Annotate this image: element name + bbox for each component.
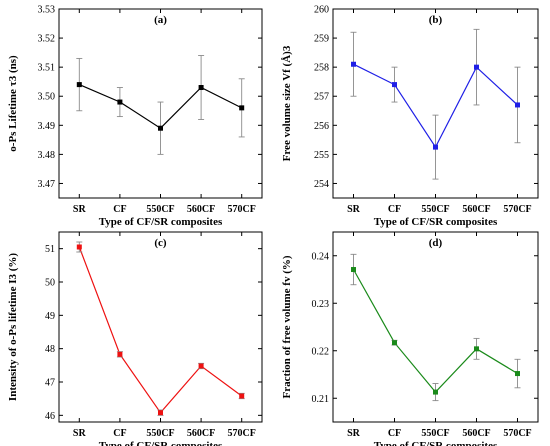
y-tick-label: 260 <box>314 5 329 16</box>
series-line <box>78 246 243 414</box>
data-point <box>351 267 356 273</box>
x-tick-label: 550CF <box>421 428 449 439</box>
data-point <box>76 82 82 88</box>
data-point <box>239 393 245 399</box>
y-tick-label: 255 <box>314 150 329 161</box>
y-tick-label: 3.47 <box>38 179 56 190</box>
x-axis-title: Type of CF/SR composites <box>99 216 223 228</box>
y-tick-label: 47 <box>45 378 55 389</box>
data-point <box>76 244 82 250</box>
data-point <box>198 363 204 369</box>
x-tick-label: 550CF <box>421 204 449 215</box>
y-tick-label: 3.53 <box>38 5 56 16</box>
y-tick-label: 254 <box>314 179 329 190</box>
y-tick-label: 0.22 <box>312 346 330 357</box>
data-point <box>117 351 123 357</box>
data-point <box>474 64 479 70</box>
y-axis-title: Intensity of o-Ps lifetime I3 (%) <box>7 253 19 402</box>
data-point <box>392 340 397 346</box>
y-tick-label: 3.49 <box>38 121 56 132</box>
x-tick-label: 560CF <box>187 204 215 215</box>
x-axis-title: Type of CF/SR composites <box>374 216 498 228</box>
chart-panel-3: 46 47 48 49 50 51 SR CF 550CF 560CF 570CF Type of C… <box>7 231 263 446</box>
x-tick-label: CF <box>113 428 126 439</box>
panel-label: (c) <box>154 237 167 249</box>
y-tick-label: 50 <box>45 278 55 289</box>
data-point <box>198 85 204 91</box>
y-tick-label: 3.52 <box>38 34 56 45</box>
data-point <box>158 125 163 131</box>
y-tick-label: 258 <box>314 63 329 74</box>
data-point <box>515 102 520 108</box>
chart-panel-2: 254 255 256 257 258 259 260 SR CF 550CF 560CF 570CF… <box>281 5 539 228</box>
y-tick-label: 257 <box>314 92 329 103</box>
chart-panel-4: 0.21 0.22 0.23 0.24 SR CF 550CF 560CF 570CF Type … <box>281 231 539 446</box>
x-tick-label: 570CF <box>228 428 256 439</box>
data-point <box>433 389 438 395</box>
x-tick-label: 560CF <box>462 428 490 439</box>
y-tick-label: 3.48 <box>38 150 56 161</box>
panel-label: (d) <box>429 237 443 249</box>
y-tick-label: 259 <box>314 34 329 45</box>
y-tick-label: 48 <box>45 344 55 355</box>
data-point <box>117 99 123 105</box>
data-point <box>239 105 245 111</box>
plot-frame <box>58 231 263 423</box>
data-point <box>474 346 479 352</box>
data-point <box>158 410 163 416</box>
y-tick-label: 0.23 <box>312 299 330 310</box>
series-line <box>352 269 518 394</box>
data-point <box>433 144 438 150</box>
y-tick-label: 3.51 <box>38 63 56 74</box>
x-tick-label: 550CF <box>146 428 174 439</box>
x-tick-label: 570CF <box>228 204 256 215</box>
chart-panel-1: 3.47 3.48 3.49 3.50 3.51 3.52 3.53 SR CF 550CF 560… <box>7 5 263 228</box>
x-tick-label: 560CF <box>462 204 490 215</box>
panel-label: (b) <box>429 14 443 26</box>
x-axis-title: Type of CF/SR composites <box>374 440 498 446</box>
x-tick-label: 570CF <box>503 204 531 215</box>
y-tick-label: 49 <box>45 311 55 322</box>
data-point <box>392 82 397 88</box>
data-point <box>351 61 356 67</box>
y-tick-label: 256 <box>314 121 329 132</box>
x-tick-label: CF <box>388 204 401 215</box>
y-tick-label: 46 <box>45 411 55 422</box>
data-point <box>515 371 520 377</box>
x-axis-title: Type of CF/SR composites <box>99 440 223 446</box>
x-tick-label: SR <box>73 428 87 439</box>
x-tick-label: 570CF <box>503 428 531 439</box>
y-axis-title: Free volume size Vf (Å)3 <box>281 45 293 161</box>
x-tick-label: SR <box>347 204 361 215</box>
y-tick-label: 0.21 <box>312 394 330 405</box>
y-axis-title: Fraction of free volume fv (%) <box>281 255 293 398</box>
x-tick-label: 550CF <box>146 204 174 215</box>
y-axis-title: o-Ps Lifetime τ3 (ns) <box>7 55 19 152</box>
x-tick-label: SR <box>347 428 361 439</box>
y-tick-label: 51 <box>45 244 55 255</box>
y-tick-label: 0.24 <box>312 251 330 262</box>
x-tick-label: CF <box>388 428 401 439</box>
x-tick-label: 560CF <box>187 428 215 439</box>
y-tick-label: 3.50 <box>38 92 56 103</box>
x-tick-label: CF <box>113 204 126 215</box>
panel-label: (a) <box>154 14 167 26</box>
x-tick-label: SR <box>73 204 87 215</box>
